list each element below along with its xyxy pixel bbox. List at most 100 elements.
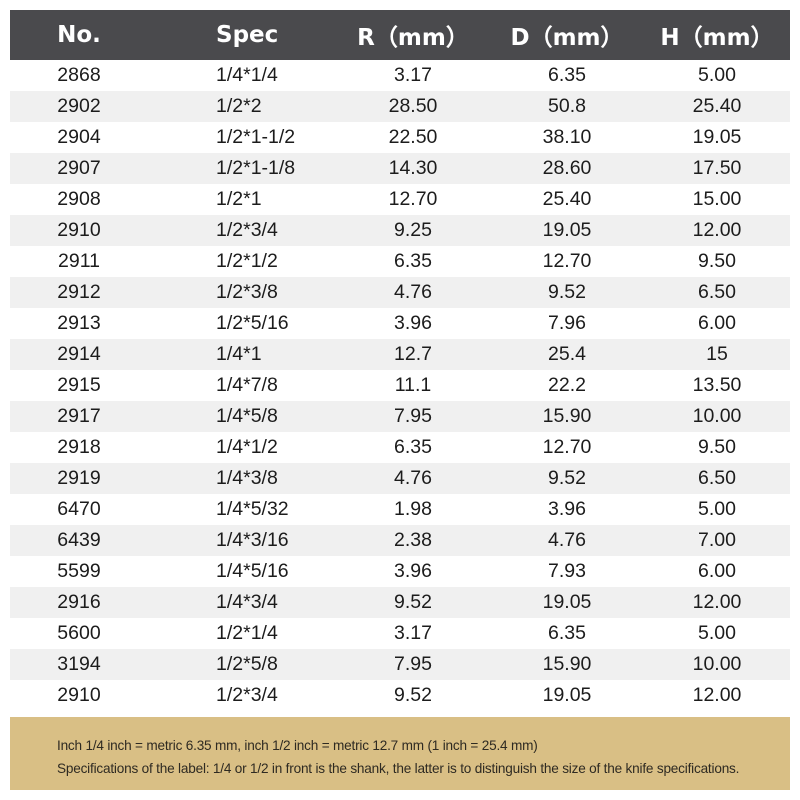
cell-r: 12.7 [394,343,432,365]
table-row: 6470 1/4*5/32 1.98 3.96 5.00 [10,494,790,525]
table-row: 2919 1/4*3/8 4.76 9.52 6.50 [10,463,790,494]
cell-h: 17.50 [692,157,742,179]
table-row: 2912 1/2*3/8 4.76 9.52 6.50 [10,277,790,308]
cell-spec: 1/2*1/2 [216,250,278,272]
cell-r: 9.52 [394,591,432,613]
table-row: 2904 1/2*1-1/2 22.50 38.10 19.05 [10,122,790,153]
cell-d: 6.35 [548,622,586,644]
cell-d: 9.52 [548,281,586,303]
cell-h: 19.05 [692,126,742,148]
header-row: No. Spec R（mm） D（mm） H（mm） [10,10,790,60]
cell-r: 22.50 [388,126,438,148]
cell-h: 6.00 [698,312,736,334]
cell-h: 15.00 [692,188,742,210]
cell-spec: 1/4*3/8 [216,467,278,489]
header-no: No. [57,22,101,48]
cell-d: 15.90 [542,653,592,675]
cell-h: 12.00 [692,591,742,613]
cell-spec: 1/2*1 [216,188,262,210]
cell-d: 15.90 [542,405,592,427]
table-row: 2915 1/4*7/8 11.1 22.2 13.50 [10,370,790,401]
cell-no: 2908 [57,188,101,210]
table-row: 2910 1/2*3/4 9.52 19.05 12.00 [10,680,790,711]
cell-r: 2.38 [394,529,432,551]
cell-spec: 1/2*3/8 [216,281,278,303]
cell-no: 2911 [58,250,100,272]
header-d: D（mm） [510,25,624,51]
cell-no: 2917 [57,405,101,427]
cell-h: 12.00 [692,684,742,706]
cell-spec: 1/2*3/4 [216,684,278,706]
cell-d: 7.93 [548,560,586,582]
cell-h: 9.50 [698,436,736,458]
cell-no: 2907 [57,157,101,179]
cell-spec: 1/4*5/32 [216,498,289,520]
cell-no: 6470 [57,498,101,520]
cell-spec: 1/2*1/4 [216,622,278,644]
cell-h: 9.50 [698,250,736,272]
cell-h: 25.40 [692,95,742,117]
table-row: 2868 1/4*1/4 3.17 6.35 5.00 [10,60,790,91]
footnote-label-note: Specifications of the label: 1/4 or 1/2 … [57,761,740,776]
cell-r: 3.17 [394,64,432,86]
cell-h: 7.00 [698,529,736,551]
cell-h: 15 [706,343,728,365]
cell-no: 2904 [57,126,101,148]
header-spec: Spec [216,22,279,48]
table-row: 2916 1/4*3/4 9.52 19.05 12.00 [10,587,790,618]
cell-r: 4.76 [394,281,432,303]
cell-spec: 1/4*3/4 [216,591,278,613]
cell-r: 9.52 [394,684,432,706]
spec-table: No. Spec R（mm） D（mm） H（mm） 2868 1/4*1/4 3.… [10,10,790,711]
cell-r: 3.96 [394,560,432,582]
header-r: R（mm） [357,25,469,51]
cell-no: 6439 [57,529,101,551]
cell-d: 19.05 [542,219,592,241]
cell-h: 5.00 [698,64,736,86]
cell-spec: 1/4*7/8 [216,374,278,396]
cell-d: 19.05 [542,684,592,706]
cell-spec: 1/2*2 [216,95,262,117]
table-row: 2908 1/2*1 12.70 25.40 15.00 [10,184,790,215]
table-row: 2910 1/2*3/4 9.25 19.05 12.00 [10,215,790,246]
cell-d: 38.10 [542,126,592,148]
cell-d: 22.2 [548,374,586,396]
cell-spec: 1/2*1-1/2 [216,126,296,148]
cell-d: 9.52 [548,467,586,489]
cell-spec: 1/2*5/8 [216,653,278,675]
cell-spec: 1/4*1/2 [216,436,278,458]
cell-no: 2912 [57,281,101,303]
cell-spec: 1/2*5/16 [216,312,289,334]
header-h: H（mm） [660,25,774,51]
cell-d: 25.4 [548,343,586,365]
cell-d: 4.76 [548,529,586,551]
cell-r: 11.1 [394,374,432,396]
cell-r: 14.30 [388,157,438,179]
cell-spec: 1/4*1/4 [216,64,278,86]
cell-no: 5600 [57,622,101,644]
cell-no: 2916 [57,591,101,613]
footnote-box: Inch 1/4 inch = metric 6.35 mm, inch 1/2… [10,717,790,790]
cell-d: 19.05 [542,591,592,613]
table-row: 2902 1/2*2 28.50 50.8 25.40 [10,91,790,122]
cell-h: 5.00 [698,622,736,644]
cell-h: 6.50 [698,281,736,303]
cell-d: 25.40 [542,188,592,210]
cell-r: 3.17 [394,622,432,644]
cell-no: 2902 [57,95,101,117]
table-row: 2913 1/2*5/16 3.96 7.96 6.00 [10,308,790,339]
cell-no: 2915 [57,374,101,396]
table-row: 2907 1/2*1-1/8 14.30 28.60 17.50 [10,153,790,184]
cell-r: 7.95 [394,653,432,675]
cell-no: 2913 [57,312,101,334]
cell-d: 12.70 [542,436,592,458]
cell-r: 12.70 [388,188,438,210]
cell-no: 3194 [57,653,101,675]
cell-r: 6.35 [394,436,432,458]
cell-r: 28.50 [388,95,438,117]
cell-h: 5.00 [698,498,736,520]
cell-d: 6.35 [548,64,586,86]
table-body: 2868 1/4*1/4 3.17 6.35 5.00 2902 1/2*2 28.50 50.… [10,60,790,711]
table-row: 5599 1/4*5/16 3.96 7.93 6.00 [10,556,790,587]
cell-spec: 1/2*1-1/8 [216,157,296,179]
